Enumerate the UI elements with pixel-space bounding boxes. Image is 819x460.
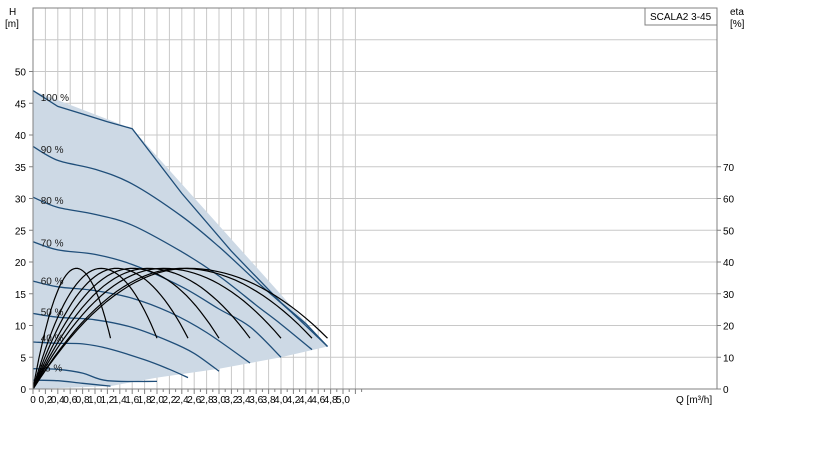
y-right-tick-label: 20 (723, 322, 735, 333)
x-tick-label: 0,2 (38, 395, 52, 406)
y-left-tick-label: 0 (20, 385, 26, 396)
y-axis-left-title: H (9, 7, 16, 18)
head-curve (32, 280, 251, 364)
y-right-tick-label: 40 (723, 258, 735, 269)
x-tick-label: 2,8 (200, 395, 214, 406)
head-curve-label: 70 % (41, 238, 64, 249)
efficiency-curve (32, 267, 313, 390)
x-tick-label: 3,8 (262, 395, 276, 406)
y-left-tick-label: 5 (20, 353, 26, 364)
y-axis-left-ticks: 0 5 10 15 20 25 30 35 40 45 50 (15, 68, 33, 396)
head-curve (32, 379, 111, 387)
efficiency-curve (32, 267, 220, 390)
chart-title: SCALA2 3-45 (650, 12, 712, 23)
y-left-tick-label: 50 (15, 68, 27, 79)
head-curve (32, 145, 328, 347)
head-curve-label: 80 % (41, 196, 64, 207)
x-tick-label: 0,8 (76, 395, 90, 406)
x-tick-label: 1,0 (88, 395, 102, 406)
y-axis-left-unit: [m] (5, 19, 19, 30)
y-right-tick-label: 10 (723, 353, 735, 364)
y-left-tick-label: 40 (15, 131, 27, 142)
x-tick-label: 2,4 (175, 395, 189, 406)
x-tick-label: 4,6 (311, 395, 325, 406)
x-tick-label: 1,4 (113, 395, 127, 406)
x-tick-label: 2,2 (162, 395, 176, 406)
y-left-tick-label: 10 (15, 322, 27, 333)
efficiency-curve (32, 267, 251, 390)
y-left-tick-label: 20 (15, 258, 27, 269)
y-axis-right-ticks: 0 10 20 30 40 50 60 70 (717, 163, 735, 396)
efficiency-curve (32, 267, 328, 390)
efficiency-curve (32, 267, 112, 390)
x-tick-label: 1,6 (125, 395, 139, 406)
x-tick-label: 3,2 (224, 395, 238, 406)
y-right-tick-label: 50 (723, 226, 735, 237)
x-tick-label: 1,8 (138, 395, 152, 406)
x-tick-label: 3,4 (237, 395, 251, 406)
efficiency-curves (32, 267, 328, 390)
head-curve (32, 368, 158, 383)
head-curve-label: 90 % (41, 145, 64, 156)
x-tick-label: 4,0 (274, 395, 288, 406)
y-left-tick-label: 45 (15, 99, 27, 110)
y-right-tick-label: 0 (723, 385, 729, 396)
x-tick-label: 3,0 (212, 395, 226, 406)
y-right-tick-label: 60 (723, 195, 735, 206)
y-right-tick-label: 70 (723, 163, 735, 174)
x-axis-ticks: 0 0,20,40,60,81,01,21,41,61,82,02,22,42,6… (30, 389, 363, 406)
x-tick-label: 3,6 (249, 395, 263, 406)
x-tick-label: 5,0 (336, 395, 350, 406)
head-curve (32, 196, 313, 351)
x-tick-label: 4,4 (299, 395, 313, 406)
y-left-tick-label: 15 (15, 290, 27, 301)
head-curve (32, 90, 328, 347)
x-tick-label: 0,4 (51, 395, 65, 406)
operating-envelope-area (33, 90, 328, 389)
head-curve-label: 100 % (41, 93, 69, 104)
x-tick-label: 4,2 (286, 395, 300, 406)
y-axis-right-unit: [%] (730, 19, 745, 30)
y-right-tick-label: 30 (723, 290, 735, 301)
head-curve-label: 60 % (41, 276, 64, 287)
efficiency-curve (32, 267, 189, 390)
x-tick-label: 1,2 (100, 395, 114, 406)
efficiency-curve (32, 267, 282, 390)
head-curve-label: 25 % (39, 363, 62, 374)
y-axis-right-title: eta (730, 7, 744, 18)
x-tick-label: 0,6 (63, 395, 77, 406)
head-curve (32, 241, 282, 358)
y-left-tick-label: 35 (15, 163, 27, 174)
chart-title-box (644, 7, 718, 26)
x-tick-label: 4,8 (324, 395, 338, 406)
x-tick-label: 2,6 (187, 395, 201, 406)
head-curve-label: 50 % (41, 308, 64, 319)
x-axis-title: Q [m³/h] (676, 395, 712, 406)
efficiency-curve (32, 267, 158, 390)
x-tick-label: 0 (30, 395, 36, 406)
x-tick-label: 2,0 (150, 395, 164, 406)
y-left-tick-label: 30 (15, 195, 27, 206)
y-left-tick-label: 25 (15, 226, 27, 237)
